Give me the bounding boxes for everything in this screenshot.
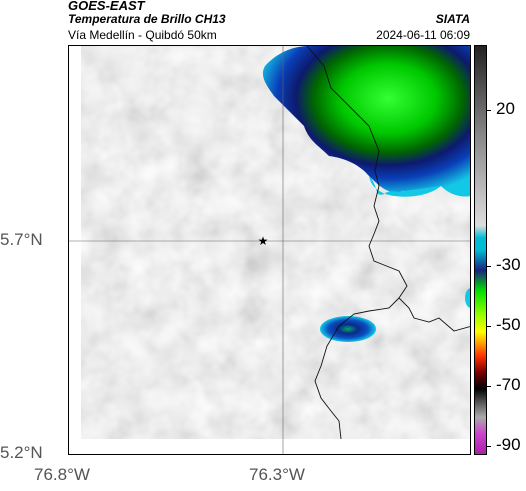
lat-label-5.7: 5.7°N [0,230,43,249]
colorbar [474,45,487,455]
colorbar-label-20: 20 [496,99,515,118]
colorbar-tick [486,446,491,447]
satellite-title: GOES-EAST [68,0,145,13]
colorbar-label-minus30: -30 [496,255,521,274]
cold-cloud-edge [369,176,441,197]
colorbar-tick [486,326,491,327]
colorbar-tick [486,266,491,267]
route-subtitle: Vía Medellín - Quibdó 50km [68,28,217,42]
colorbar-label-minus70: -70 [496,375,521,394]
colorbar-label-minus50: -50 [496,315,521,334]
colorbar-label-minus90: -90 [496,435,521,454]
convective-cell [320,316,376,342]
lon-label-76.3: 76.3°W [249,465,305,484]
timestamp-label: 2024-06-11 06:09 [376,28,470,42]
department-boundary [306,46,470,440]
map-image: ★ [69,46,470,454]
no-data-bottom [69,439,470,454]
map-panel[interactable]: ★ [68,45,471,455]
lon-label-76.8: 76.8°W [34,465,90,484]
product-title: Temperatura de Brillo CH13 [68,12,226,26]
organization-label: SIATA [435,12,470,26]
lat-label-5.2: 5.2°N [0,443,43,462]
reference-star-icon: ★ [258,234,269,248]
colorbar-tick [486,110,491,111]
edge-cell [465,288,470,308]
colorbar-tick [486,386,491,387]
no-data-left [69,46,81,454]
cold-cloud-region [262,46,470,197]
